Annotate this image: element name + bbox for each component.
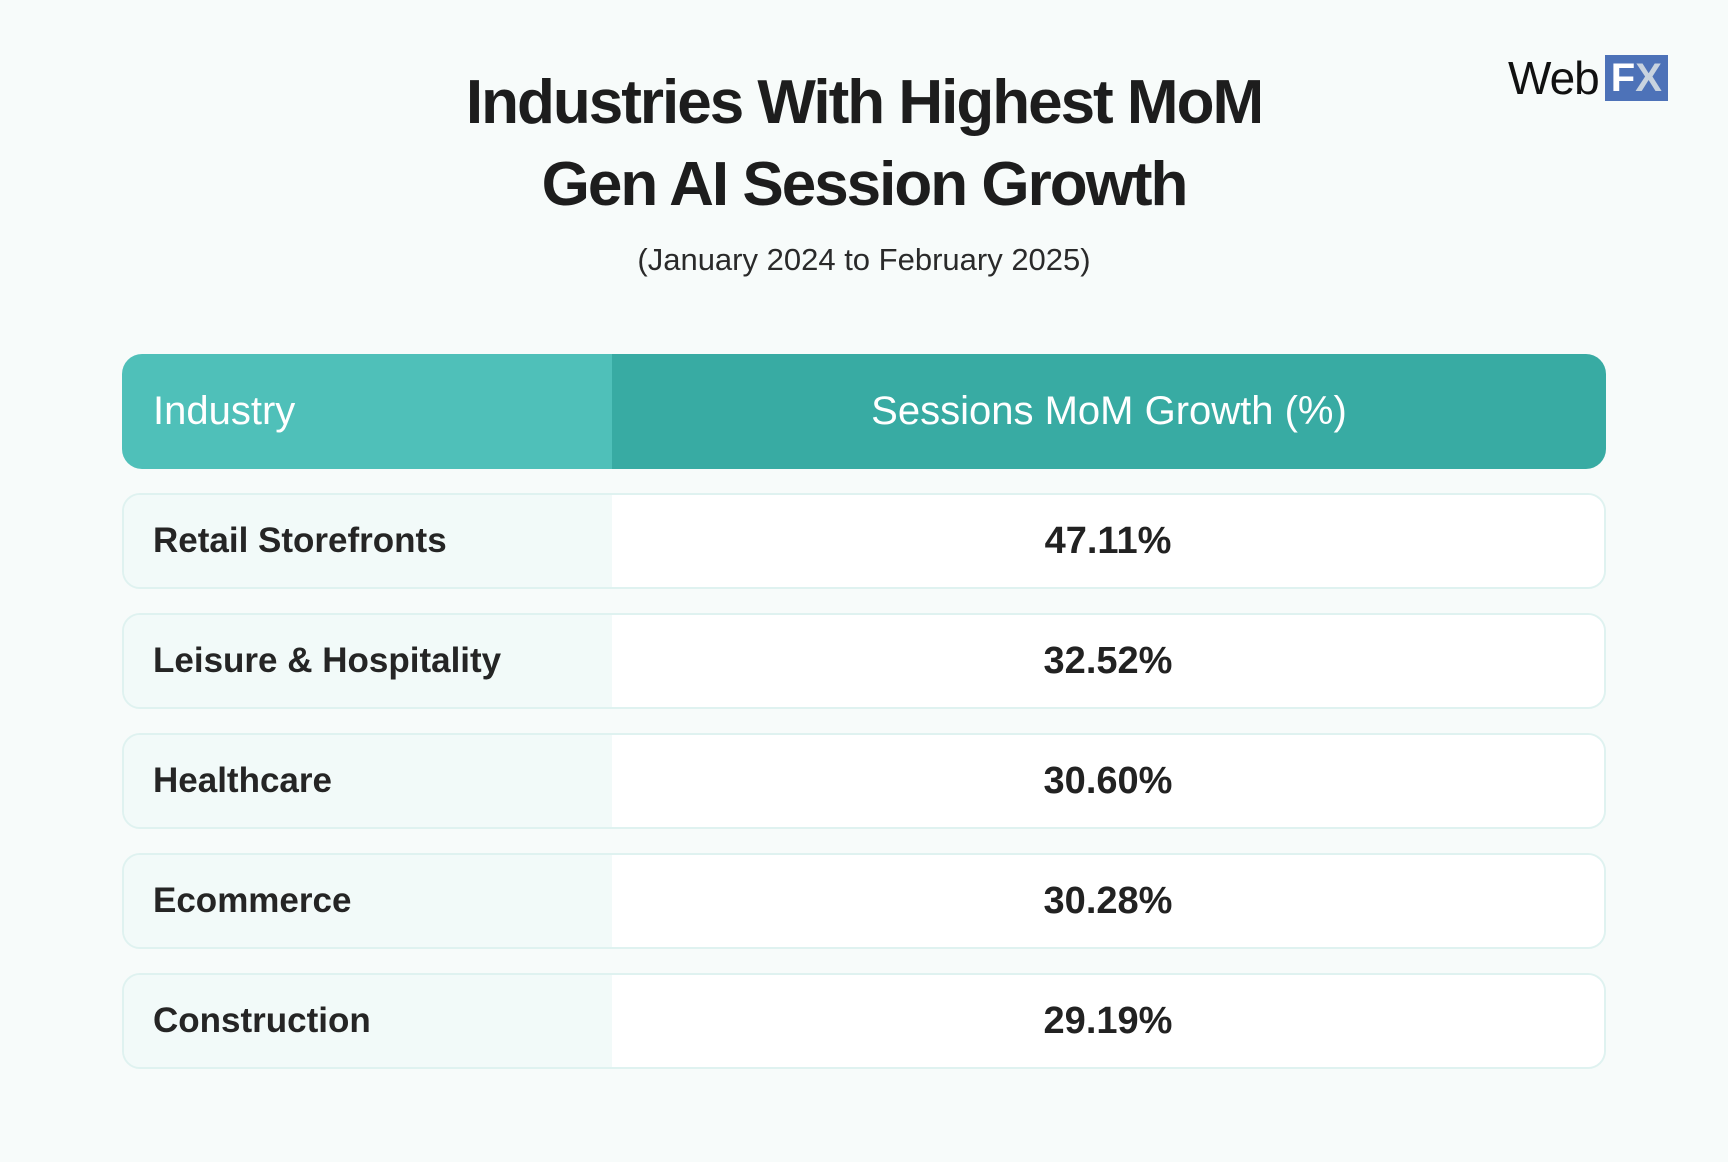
table-row: Construction 29.19%	[122, 973, 1606, 1069]
header-industry: Industry	[122, 354, 612, 469]
growth-cell: 30.60%	[612, 735, 1604, 827]
title-line-2: Gen AI Session Growth	[541, 150, 1189, 219]
header-growth: Sessions MoM Growth (%)	[612, 354, 1606, 469]
growth-cell: 30.28%	[612, 855, 1604, 947]
industry-cell: Construction	[124, 975, 612, 1067]
industry-cell: Retail Storefronts	[124, 495, 612, 587]
logo-web-text: Web	[1508, 52, 1600, 104]
table-row: Ecommerce 30.28%	[122, 853, 1606, 949]
industry-cell: Ecommerce	[124, 855, 612, 947]
growth-table: Industry Sessions MoM Growth (%) Retail …	[122, 354, 1606, 1069]
industry-cell: Leisure & Hospitality	[124, 615, 612, 707]
page-title: Industries With Highest MoM Gen AI Sessi…	[0, 62, 1728, 226]
growth-cell: 47.11%	[612, 495, 1604, 587]
subtitle: (January 2024 to February 2025)	[637, 242, 1091, 277]
table-row: Retail Storefronts 47.11%	[122, 493, 1606, 589]
table-row: Leisure & Hospitality 32.52%	[122, 613, 1606, 709]
growth-cell: 29.19%	[612, 975, 1604, 1067]
title-line-1: Industries With Highest MoM	[465, 68, 1264, 137]
industry-cell: Healthcare	[124, 735, 612, 827]
table-header: Industry Sessions MoM Growth (%)	[122, 354, 1606, 469]
growth-cell: 32.52%	[612, 615, 1604, 707]
table-row: Healthcare 30.60%	[122, 733, 1606, 829]
